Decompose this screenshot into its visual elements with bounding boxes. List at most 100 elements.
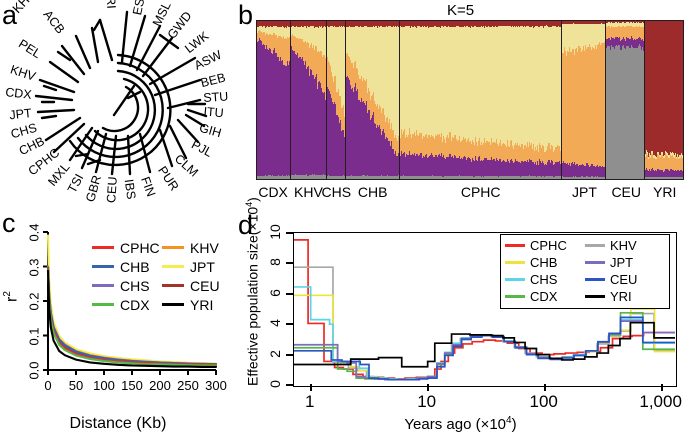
admixture-bar bbox=[480, 21, 482, 179]
admixture-component-purple bbox=[673, 171, 675, 178]
admixture-component-grey bbox=[484, 175, 486, 179]
admixture-component-orange bbox=[412, 133, 415, 155]
admixture-component-grey bbox=[572, 176, 574, 179]
admixture-component-darkred bbox=[389, 21, 391, 27]
admixture-component-yellow bbox=[537, 26, 539, 146]
admixture-bar bbox=[422, 21, 425, 179]
admixture-component-grey bbox=[281, 175, 283, 179]
admixture-bar bbox=[659, 21, 661, 179]
admixture-bar bbox=[601, 21, 603, 179]
admixture-bar bbox=[431, 21, 434, 179]
admixture-component-darkred bbox=[383, 21, 386, 28]
admixture-component-darkred bbox=[392, 21, 394, 27]
admixture-bar bbox=[530, 21, 532, 179]
admixture-component-grey bbox=[600, 176, 602, 179]
admixture-component-purple bbox=[267, 49, 269, 176]
admixture-component-yellow bbox=[615, 22, 617, 27]
admixture-bar bbox=[515, 21, 517, 179]
admixture-component-orange bbox=[571, 52, 573, 163]
admixture-component-darkred bbox=[472, 21, 474, 27]
admixture-bar bbox=[629, 21, 631, 179]
admixture-component-yellow bbox=[268, 26, 270, 34]
admixture-component-grey bbox=[639, 46, 641, 179]
admixture-component-grey bbox=[502, 176, 504, 179]
admixture-component-yellow bbox=[637, 22, 639, 27]
admixture-component-yellow bbox=[333, 26, 335, 76]
admixture-component-yellow bbox=[469, 26, 471, 143]
admixture-component-orange bbox=[506, 147, 508, 163]
admixture-bar bbox=[538, 21, 540, 179]
admixture-component-purple bbox=[581, 164, 583, 177]
admixture-component-purple bbox=[285, 65, 287, 176]
admixture-bar bbox=[634, 21, 636, 179]
admixture-component-darkred bbox=[603, 21, 605, 24]
admixture-component-darkred bbox=[525, 21, 527, 27]
admixture-component-darkred bbox=[467, 21, 469, 27]
admixture-component-orange bbox=[537, 145, 539, 162]
admixture-component-purple bbox=[294, 53, 297, 175]
admixture-component-darkred bbox=[269, 21, 271, 27]
admixture-component-yellow bbox=[260, 26, 262, 32]
admixture-bar bbox=[269, 21, 271, 179]
admixture-component-purple bbox=[674, 170, 676, 177]
admixture-label-khv: KHV bbox=[294, 184, 323, 200]
admixture-bar bbox=[364, 21, 366, 179]
admixture-component-yellow bbox=[433, 25, 436, 139]
admixture-component-orange bbox=[436, 134, 439, 157]
admixture-bar bbox=[583, 21, 585, 179]
admixture-component-darkred bbox=[679, 21, 682, 156]
admixture-component-purple bbox=[625, 36, 628, 46]
admixture-component-grey bbox=[594, 176, 596, 179]
admixture-component-yellow bbox=[281, 26, 283, 37]
admixture-component-grey bbox=[272, 175, 274, 179]
admixture-bar bbox=[462, 21, 464, 179]
admixture-component-grey bbox=[580, 176, 582, 179]
admixture-component-darkred bbox=[336, 21, 338, 27]
admixture-component-yellow bbox=[329, 26, 331, 64]
admixture-component-darkred bbox=[580, 21, 582, 24]
admixture-bar bbox=[627, 21, 629, 179]
admixture-component-darkred bbox=[619, 21, 621, 23]
admixture-component-yellow bbox=[417, 26, 420, 137]
admixture-component-darkred bbox=[595, 21, 597, 25]
admixture-component-darkred bbox=[405, 21, 408, 27]
admixture-component-purple bbox=[332, 102, 334, 177]
admixture-component-orange bbox=[603, 43, 605, 167]
admixture-component-purple bbox=[314, 77, 316, 176]
admixture-component-grey bbox=[470, 176, 472, 179]
admixture-component-purple bbox=[429, 155, 432, 177]
admixture-component-grey bbox=[284, 175, 286, 179]
admixture-component-yellow bbox=[313, 27, 315, 51]
admixture-group-cdx bbox=[257, 21, 292, 179]
admixture-bar bbox=[383, 21, 386, 179]
admixture-component-orange bbox=[406, 136, 409, 156]
admixture-component-purple bbox=[413, 153, 416, 177]
admixture-bar bbox=[545, 21, 548, 179]
admixture-component-purple bbox=[488, 159, 490, 177]
admixture-bar bbox=[499, 21, 501, 179]
admixture-component-orange bbox=[615, 26, 617, 37]
admixture-component-grey bbox=[652, 177, 654, 179]
admixture-component-darkred bbox=[623, 21, 626, 23]
admixture-component-darkred bbox=[556, 21, 559, 27]
admixture-component-purple bbox=[593, 166, 595, 177]
admixture-component-orange bbox=[681, 157, 683, 171]
admixture-component-darkred bbox=[478, 21, 480, 27]
admixture-component-purple bbox=[584, 165, 586, 177]
admixture-component-yellow bbox=[359, 26, 361, 79]
admixture-bar bbox=[426, 21, 429, 179]
admixture-component-grey bbox=[477, 176, 479, 179]
admixture-component-grey bbox=[531, 175, 533, 179]
admixture-component-yellow bbox=[657, 152, 659, 156]
admixture-component-orange bbox=[606, 26, 608, 40]
admixture-component-yellow bbox=[283, 26, 285, 37]
admixture-bar bbox=[666, 21, 668, 179]
admixture-component-yellow bbox=[628, 22, 630, 27]
admixture-bar bbox=[310, 21, 312, 179]
admixture-bar bbox=[672, 21, 674, 179]
admixture-component-orange bbox=[430, 135, 433, 153]
tree-tip-label: KHV bbox=[9, 0, 38, 16]
admixture-component-grey bbox=[595, 176, 597, 179]
admixture-component-grey bbox=[402, 175, 405, 179]
admixture-component-grey bbox=[621, 50, 623, 179]
